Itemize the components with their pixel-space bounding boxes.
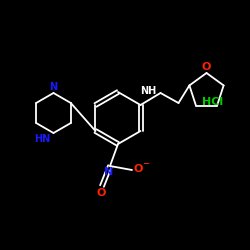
Text: −: − — [142, 160, 149, 168]
Text: N: N — [104, 167, 114, 177]
Text: HCl: HCl — [202, 97, 224, 107]
Text: NH: NH — [140, 86, 157, 96]
Text: O: O — [96, 188, 106, 198]
Text: O: O — [134, 164, 143, 174]
Text: O: O — [202, 62, 211, 72]
Text: N: N — [50, 82, 58, 92]
Text: HN: HN — [34, 134, 50, 144]
